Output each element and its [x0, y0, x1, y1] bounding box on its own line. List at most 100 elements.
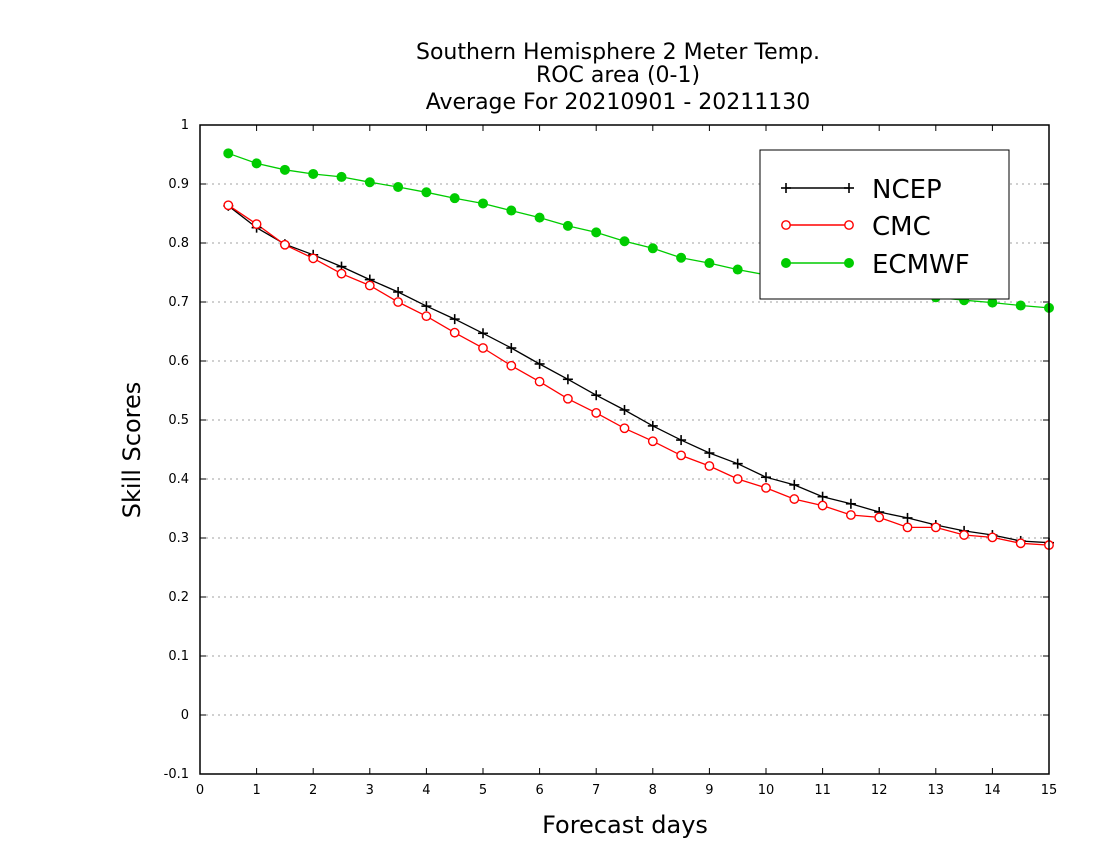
legend: NCEP CMC ECMWF	[759, 149, 1010, 300]
x-tick-label: 13	[928, 783, 945, 798]
chart-title-line-2: ROC area (0-1)	[536, 63, 700, 88]
legend-marker-ecmwf	[781, 258, 791, 268]
y-tick-label: 0	[181, 708, 189, 723]
data-series	[223, 148, 1054, 550]
legend-marker-cmc	[781, 220, 791, 230]
x-tick-label: 12	[871, 783, 888, 798]
x-tick-label: 1	[252, 783, 260, 798]
data-point-cmc	[563, 393, 573, 404]
legend-marker-cmc	[844, 220, 854, 230]
x-tick-label: 7	[592, 783, 600, 798]
legend-marker-ecmwf	[844, 258, 854, 268]
data-point-cmc	[987, 532, 998, 543]
data-point-ecmwf	[223, 148, 234, 159]
data-point-ecmwf	[676, 252, 687, 263]
data-point-ecmwf	[562, 220, 573, 231]
legend-label-cmc: CMC	[872, 212, 931, 242]
legend-label-ncep: NCEP	[872, 175, 942, 205]
data-point-ecmwf	[534, 212, 545, 223]
legend-label-ecmwf: ECMWF	[872, 250, 970, 280]
y-tick-label: 0.3	[168, 531, 189, 546]
data-point-ecmwf	[478, 198, 488, 209]
y-tick-label: 0.8	[168, 236, 189, 251]
y-tick-label: 0.9	[168, 177, 189, 192]
data-point-cmc	[251, 219, 262, 230]
data-point-ncep	[534, 358, 545, 369]
data-point-cmc	[619, 423, 630, 434]
data-point-cmc	[478, 343, 488, 353]
x-tick-label: 5	[479, 783, 487, 798]
y-tick-label: 1	[181, 118, 189, 133]
data-point-ncep	[902, 512, 913, 523]
data-point-cmc	[761, 482, 771, 493]
data-point-cmc	[279, 239, 290, 250]
x-axis-label: Forecast days	[542, 811, 708, 839]
x-tick-label: 4	[422, 783, 430, 798]
y-tick-label: 0.7	[168, 295, 189, 310]
x-tick-label: 3	[366, 783, 374, 798]
x-tick-label: 11	[814, 783, 831, 798]
data-point-ncep	[449, 314, 460, 325]
data-point-cmc	[1015, 538, 1026, 549]
data-point-ecmwf	[308, 168, 319, 179]
y-tick-label: -0.1	[164, 767, 189, 782]
data-point-ncep	[704, 448, 715, 459]
data-point-cmc	[676, 450, 686, 461]
data-point-ncep	[647, 420, 658, 431]
data-point-cmc	[732, 474, 743, 484]
data-point-ecmwf	[591, 227, 602, 238]
data-point-ncep	[591, 390, 602, 401]
data-point-ecmwf	[393, 181, 404, 192]
x-tick-label: 2	[309, 783, 317, 798]
data-point-ecmwf	[279, 164, 290, 175]
y-tick-label: 0.4	[168, 472, 189, 487]
data-point-cmc	[364, 280, 375, 291]
x-tick-label: 14	[984, 783, 1001, 798]
data-point-ecmwf	[1015, 300, 1026, 311]
data-point-ncep	[732, 458, 743, 469]
data-point-ncep	[393, 286, 404, 297]
data-point-cmc	[449, 327, 460, 338]
data-point-cmc	[421, 311, 432, 322]
x-tick-label: 15	[1041, 783, 1058, 798]
legend-marker-ncep	[781, 183, 791, 193]
data-point-cmc	[393, 297, 403, 307]
chart-title-line-1: Southern Hemisphere 2 Meter Temp.	[416, 40, 820, 65]
chart-title: Southern Hemisphere 2 Meter Temp. ROC ar…	[416, 40, 820, 115]
data-point-cmc	[308, 253, 319, 264]
data-point-cmc	[534, 376, 545, 387]
x-axis-ticks: 0 1 2 3 4 5 6 7 8 9 10 11 12 13 14 15	[196, 125, 1057, 798]
x-tick-label: 6	[535, 783, 543, 798]
data-point-ncep	[817, 491, 828, 502]
data-point-cmc	[817, 500, 828, 511]
data-point-ecmwf	[336, 171, 347, 182]
data-point-cmc	[506, 360, 517, 371]
data-point-ncep	[789, 479, 800, 490]
y-axis-label: Skill Scores	[118, 382, 146, 519]
data-point-ncep	[676, 435, 687, 446]
data-point-ecmwf	[449, 193, 460, 204]
chart-title-line-3: Average For 20210901 - 20211130	[426, 90, 811, 115]
data-point-cmc	[902, 522, 913, 533]
x-tick-label: 0	[196, 783, 204, 798]
data-point-ecmwf	[364, 177, 375, 188]
data-point-cmc	[647, 436, 658, 447]
data-point-ncep	[562, 374, 573, 385]
data-point-cmc	[930, 522, 941, 533]
x-tick-label: 8	[649, 783, 657, 798]
data-point-ecmwf	[506, 205, 517, 216]
data-point-cmc	[789, 494, 800, 504]
data-point-ncep	[421, 301, 432, 312]
data-point-cmc	[704, 461, 715, 471]
x-tick-label: 10	[758, 783, 775, 798]
data-point-cmc	[336, 268, 347, 279]
legend-marker-ncep	[844, 183, 854, 193]
y-tick-label: 0.2	[168, 590, 189, 605]
y-tick-label: 0.5	[168, 413, 189, 428]
y-axis-ticks: -0.1 0 0.1 0.2 0.3 0.4 0.5 0.6 0.7 0.8 0.9 1	[164, 118, 1049, 782]
plot-area-frame	[199, 124, 1050, 775]
y-tick-label: 0.6	[168, 354, 189, 369]
data-point-ecmwf	[732, 264, 743, 275]
data-point-ecmwf	[619, 236, 630, 247]
data-point-cmc	[959, 530, 969, 540]
